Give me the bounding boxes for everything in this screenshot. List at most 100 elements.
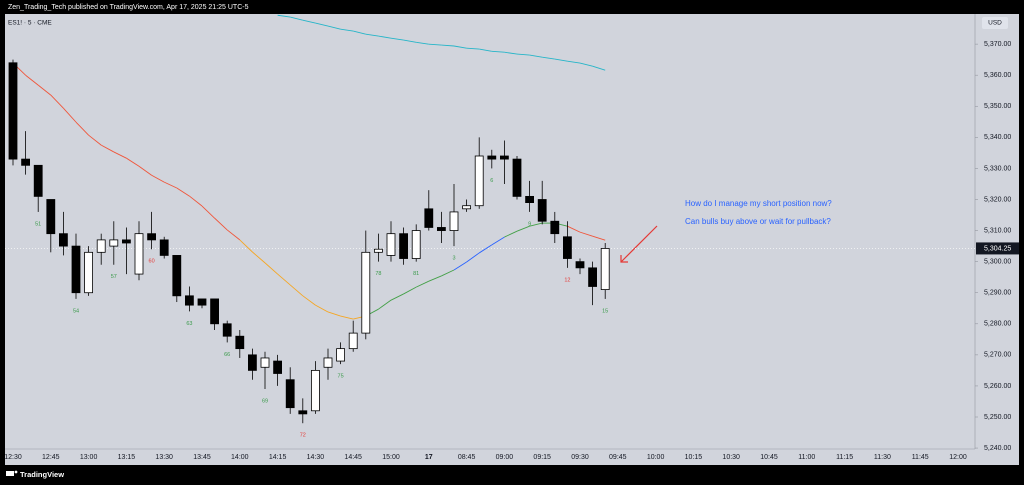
y-tick-label: 5,270.00: [984, 352, 1011, 359]
last-price-box: [976, 242, 1019, 255]
moving-average: [25, 74, 39, 86]
moving-average: [491, 50, 505, 53]
x-tick-label: 17: [425, 454, 433, 461]
bar-count: 81: [413, 271, 419, 277]
last-price-label: 5,304.25: [984, 245, 1011, 252]
moving-average: [453, 45, 467, 49]
candle-body: [172, 255, 182, 297]
bar-count: 15: [602, 308, 608, 314]
moving-average: [302, 19, 316, 24]
x-tick-label: 13:30: [155, 454, 173, 461]
x-tick-label: 14:45: [344, 454, 362, 461]
candle-body: [575, 261, 585, 269]
candle-body: [336, 348, 346, 362]
moving-average: [428, 275, 442, 282]
bar-count: 69: [262, 398, 268, 404]
y-tick-label: 5,310.00: [984, 227, 1011, 234]
moving-average: [226, 229, 241, 241]
moving-average: [315, 304, 329, 313]
moving-average: [466, 252, 480, 263]
candle-body: [260, 357, 270, 368]
x-tick-label: 10:45: [760, 454, 778, 461]
moving-average: [516, 53, 530, 56]
brand: TradingView: [20, 470, 64, 479]
x-tick-label: 15:00: [382, 454, 400, 461]
candle-body: [147, 233, 157, 241]
annotation: How do I manage my short position now?: [685, 199, 832, 208]
moving-average: [327, 25, 341, 30]
candle-body: [210, 298, 220, 325]
logo: [6, 470, 18, 476]
symbol: ES1! · 5 · CME: [8, 20, 52, 27]
y-tick-label: 5,320.00: [984, 196, 1011, 203]
bar-count: 57: [111, 274, 117, 280]
x-tick-label: 08:45: [458, 454, 476, 461]
candle-body: [361, 251, 371, 334]
moving-average: [189, 195, 203, 207]
candle-body: [273, 360, 283, 374]
candle-body: [563, 236, 572, 259]
candle-body: [525, 195, 534, 204]
bar-count: 72: [300, 433, 306, 439]
x-tick-label: 13:45: [193, 454, 211, 461]
bar-count: 3: [452, 256, 455, 262]
moving-average: [453, 261, 467, 271]
moving-average: [239, 239, 253, 253]
candle-body: [436, 227, 446, 231]
candle-body: [21, 158, 31, 166]
candle-body: [386, 233, 396, 256]
candle-body: [96, 239, 106, 253]
bar-count: 60: [149, 259, 155, 265]
currency-box: [982, 17, 1008, 29]
bar-count: 54: [73, 308, 79, 314]
candle-body: [71, 245, 81, 294]
moving-average: [441, 44, 455, 47]
moving-average: [75, 121, 89, 136]
moving-average: [176, 187, 190, 197]
bar-count: 9: [528, 221, 531, 227]
moving-average: [479, 48, 492, 52]
y-tick-label: 5,330.00: [984, 165, 1011, 172]
chart-area: [5, 14, 1019, 465]
moving-average: [327, 311, 341, 317]
moving-average: [63, 107, 77, 123]
moving-average: [37, 84, 52, 96]
candle-body: [323, 357, 333, 368]
y-tick-label: 5,350.00: [984, 103, 1011, 110]
moving-average: [579, 231, 593, 237]
arrow: [620, 225, 658, 263]
bar-count: 63: [186, 321, 192, 327]
y-tick-label: 5,290.00: [984, 290, 1011, 297]
x-tick-label: 09:00: [496, 454, 514, 461]
x-tick-label: 11:45: [912, 454, 929, 461]
bar-count: 75: [338, 374, 344, 380]
moving-average: [478, 244, 493, 254]
moving-average: [264, 262, 278, 275]
candle-body: [512, 158, 522, 197]
candle-body: [588, 267, 597, 287]
x-tick-label: 11:15: [836, 454, 853, 461]
moving-average: [390, 37, 404, 41]
moving-average: [113, 151, 127, 159]
candle-body: [184, 295, 194, 306]
candle-body: [449, 211, 459, 231]
candle-body: [474, 155, 484, 207]
y-tick-label: 5,360.00: [984, 72, 1011, 79]
moving-average: [504, 230, 518, 238]
candle-body: [222, 323, 232, 337]
candle-body: [33, 164, 43, 197]
candle-body: [122, 239, 131, 244]
moving-average: [567, 225, 581, 233]
moving-average: [554, 58, 568, 62]
moving-average: [567, 60, 581, 64]
candle-body: [285, 379, 295, 409]
candle-body: [537, 199, 547, 222]
y-tick-label: 5,370.00: [984, 41, 1011, 48]
moving-average: [378, 35, 392, 39]
candle-body: [235, 335, 245, 350]
x-tick-label: 13:00: [80, 454, 98, 461]
moving-average: [416, 280, 429, 288]
bar-count: 12: [564, 277, 570, 283]
moving-average: [50, 94, 64, 109]
